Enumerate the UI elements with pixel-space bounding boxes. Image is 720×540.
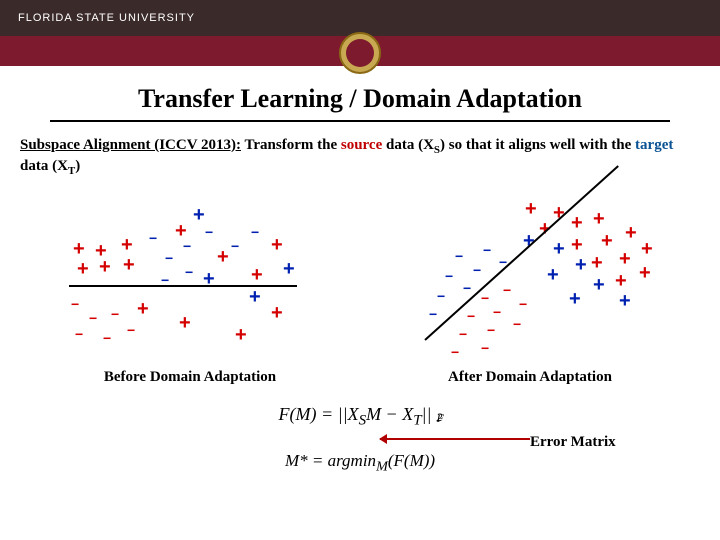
title-area: Transfer Learning / Domain Adaptation	[50, 66, 670, 122]
separator-line	[69, 285, 297, 287]
data-point: +	[77, 259, 89, 279]
data-point: −	[89, 311, 97, 325]
error-arrow	[380, 438, 530, 440]
university-name: FLORIDA STATE UNIVERSITY	[18, 12, 195, 24]
data-point: −	[437, 289, 445, 303]
data-point: −	[519, 297, 527, 311]
separator-line	[424, 165, 619, 340]
data-point: −	[481, 291, 489, 305]
data-point: +	[575, 255, 587, 275]
data-point: −	[231, 239, 239, 253]
captions-row: Before Domain Adaptation After Domain Ad…	[0, 369, 720, 404]
data-point: −	[451, 345, 459, 359]
data-point: +	[99, 257, 111, 277]
data-point: +	[235, 325, 247, 345]
data-point: −	[467, 309, 475, 323]
data-point: −	[481, 341, 489, 355]
data-point: +	[591, 253, 603, 273]
diagram-after: +++++++++++++−−−−−−−−−−+++++++−−−−−−−−	[395, 191, 665, 361]
data-point: −	[503, 283, 511, 297]
data-point: −	[445, 269, 453, 283]
data-point: −	[165, 251, 173, 265]
data-point: +	[615, 271, 627, 291]
data-point: +	[639, 263, 651, 283]
data-point: −	[487, 323, 495, 337]
data-point: +	[251, 265, 263, 285]
data-point: +	[217, 247, 229, 267]
data-point: +	[553, 239, 565, 259]
method-name: Subspace Alignment (ICCV 2013):	[20, 137, 241, 153]
data-point: +	[249, 287, 261, 307]
data-point: +	[73, 239, 85, 259]
header-bar: FLORIDA STATE UNIVERSITY	[0, 0, 720, 36]
data-point: +	[271, 303, 283, 323]
data-point: +	[193, 205, 205, 225]
data-point: +	[593, 209, 605, 229]
data-point: −	[111, 307, 119, 321]
data-point: +	[625, 223, 637, 243]
data-point: −	[127, 323, 135, 337]
data-point: −	[183, 239, 191, 253]
data-point: +	[641, 239, 653, 259]
caption-before: Before Domain Adaptation	[55, 369, 325, 386]
data-point: −	[473, 263, 481, 277]
equation-argmin: M* = argminM(F(M))	[0, 451, 720, 475]
data-point: +	[123, 255, 135, 275]
data-point: −	[71, 297, 79, 311]
data-point: +	[619, 249, 631, 269]
data-point: +	[283, 259, 295, 279]
target-word: target	[635, 137, 673, 153]
data-point: +	[121, 235, 133, 255]
data-point: +	[547, 265, 559, 285]
data-point: −	[463, 281, 471, 295]
data-point: +	[601, 231, 613, 251]
diagram-before: ++++++++++++++−−−−−−++++−−−−−−−−	[55, 191, 325, 361]
data-point: −	[75, 327, 83, 341]
data-point: −	[185, 265, 193, 279]
data-point: +	[569, 289, 581, 309]
data-point: −	[251, 225, 259, 239]
data-point: −	[429, 307, 437, 321]
data-point: −	[459, 327, 467, 341]
data-point: −	[149, 231, 157, 245]
caption-after: After Domain Adaptation	[395, 369, 665, 386]
data-point: −	[103, 331, 111, 345]
data-point: +	[593, 275, 605, 295]
diagrams-row: ++++++++++++++−−−−−−++++−−−−−−−− +++++++…	[0, 179, 720, 369]
data-point: −	[493, 305, 501, 319]
data-point: −	[205, 225, 213, 239]
error-matrix-label: Error Matrix	[530, 434, 616, 451]
data-point: −	[455, 249, 463, 263]
data-point: +	[619, 291, 631, 311]
data-point: −	[513, 317, 521, 331]
data-point: −	[483, 243, 491, 257]
data-point: +	[571, 235, 583, 255]
source-word: source	[341, 137, 382, 153]
data-point: +	[571, 213, 583, 233]
slide-title: Transfer Learning / Domain Adaptation	[50, 84, 670, 114]
university-seal	[339, 32, 381, 74]
accent-bar	[0, 36, 720, 66]
data-point: +	[179, 313, 191, 333]
data-point: +	[525, 199, 537, 219]
data-point: +	[271, 235, 283, 255]
data-point: +	[137, 299, 149, 319]
equation-objective: F(M) = ||XSM − XT||2F	[279, 404, 442, 430]
